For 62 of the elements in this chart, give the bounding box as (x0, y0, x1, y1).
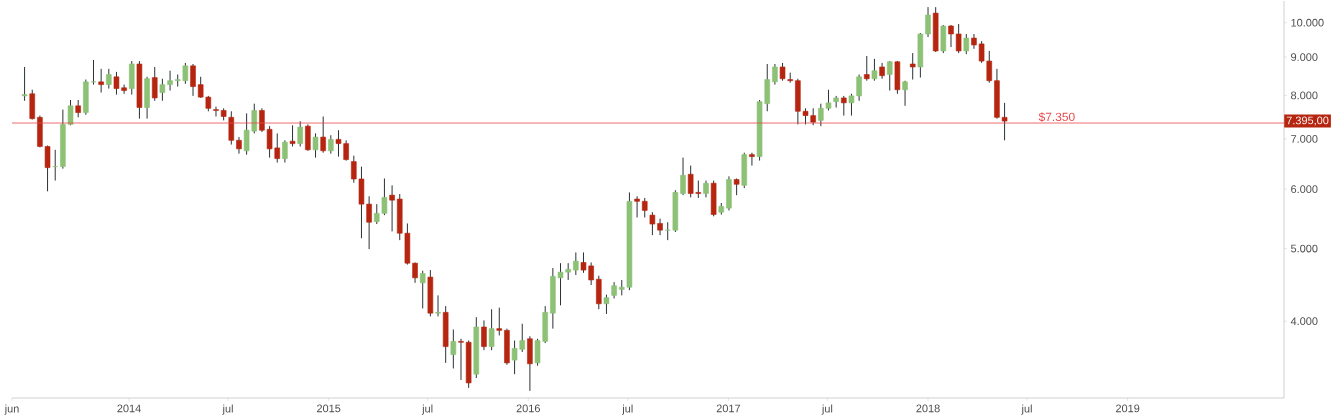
x-tick-label: jul (421, 404, 433, 415)
candlestick (328, 134, 334, 155)
candlestick (90, 59, 97, 86)
candlestick (450, 328, 457, 369)
candlestick (458, 338, 464, 381)
candlestick (213, 106, 219, 117)
candlestick (98, 68, 104, 94)
y-tick-label: 4.000 (1290, 317, 1318, 326)
candlestick (435, 294, 441, 317)
candlestick (151, 66, 158, 102)
x-tick-label: 2015 (317, 404, 341, 413)
candlestick (886, 60, 893, 92)
candlestick (925, 6, 931, 38)
y-tick-label: 6.000 (1291, 185, 1318, 194)
candlestick (312, 132, 319, 159)
x-tick-label: 2016 (516, 404, 540, 413)
x-tick-label: 2019 (1115, 404, 1140, 413)
y-tick-label: 10.000 (1291, 18, 1324, 27)
x-tick-label: 2018 (916, 404, 940, 413)
candlestick (297, 120, 303, 147)
x-tick-label: jul (821, 404, 833, 415)
candlestick (481, 319, 487, 351)
candlestick (305, 123, 311, 152)
candlestick (106, 68, 112, 90)
candlestick (902, 80, 908, 107)
candlestick (841, 95, 847, 117)
candlestick (909, 52, 916, 81)
candlestick (749, 152, 755, 167)
candlestick (955, 23, 962, 54)
y-tick-label: 7.000 (1291, 135, 1318, 143)
x-tick-label: 2014 (117, 404, 141, 413)
y-tick-label: 5.000 (1290, 244, 1318, 253)
y-tick-label: 8.000 (1291, 91, 1318, 100)
x-tick-label: 2017 (716, 404, 741, 413)
candlestick (282, 139, 288, 164)
candlestick (680, 157, 686, 196)
candlestick (190, 63, 196, 97)
x-tick-label: jul (222, 404, 233, 415)
y-tick-label: 9.000 (1291, 53, 1318, 61)
candlestick (389, 184, 395, 232)
candlestick (634, 195, 640, 218)
candlestick (289, 124, 296, 147)
candlestick (496, 307, 503, 336)
candlestick (833, 95, 839, 108)
candlestick (772, 63, 778, 86)
candlestick (488, 308, 495, 351)
x-tick-label: jun (4, 404, 19, 415)
candlestick (641, 197, 648, 218)
ref-line-label: $7.350 (1038, 112, 1075, 122)
candlestick (419, 270, 426, 309)
text: 7.395,00 (1286, 116, 1329, 126)
x-tick-label: jul (1021, 404, 1032, 415)
candlestick (573, 251, 579, 276)
x-tick-label: jul (622, 404, 633, 415)
candlestick (320, 115, 326, 154)
candlestick (21, 66, 28, 102)
candlestick (864, 55, 870, 82)
candlestick (871, 58, 878, 82)
candlestick (603, 294, 610, 315)
candlestick (228, 110, 235, 146)
candlestick (948, 24, 954, 48)
candlestick (963, 33, 970, 55)
